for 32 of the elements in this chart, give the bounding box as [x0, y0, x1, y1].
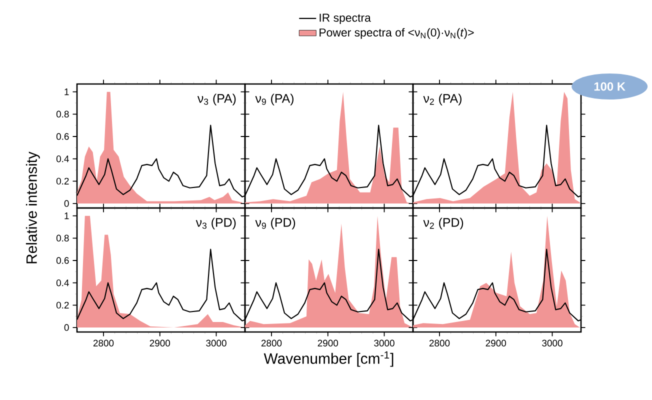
annotation: ν$_{3}$ (PA)	[197, 94, 236, 106]
annotation: ν$_{9}$ (PD)	[255, 218, 296, 230]
annotation: ν$_{9}$ (PA)	[255, 94, 294, 106]
y-tick-label: 0	[64, 324, 69, 331]
annotation: ν$_{3}$ (PD)	[196, 218, 236, 230]
y-tick-label: 0.4	[56, 155, 69, 162]
x-tick-label: 2900	[486, 340, 506, 346]
y-tick-label: 1	[64, 212, 69, 220]
x-tick-label: 2800	[429, 340, 450, 346]
legend-label: Power spectra of <ν$_{N}$(0)·ν$_{N}$(t)>	[320, 28, 474, 39]
y-tick-label: 0	[64, 200, 69, 207]
text: 100 K	[594, 82, 626, 91]
x-axis-title: Wavenumber [cm$^{-1}$]	[264, 351, 394, 367]
y-tick-label: 0.2	[56, 178, 69, 185]
y-tick-label: 0.6	[56, 133, 69, 140]
legend-label: IR spectra	[320, 14, 371, 24]
annotation: ν$_{2}$ (PA)	[423, 94, 462, 106]
x-tick-label: 2800	[93, 340, 114, 346]
annotation: ν$_{2}$ (PD)	[423, 218, 464, 230]
y-tick-label: 0.8	[56, 110, 69, 118]
x-tick-label: 2800	[261, 340, 282, 346]
x-tick-label: 2900	[318, 340, 338, 346]
x-tick-label: 3000	[542, 340, 562, 346]
x-tick-label: 2900	[150, 340, 170, 346]
y-tick-label: 0.4	[56, 279, 69, 286]
x-tick-label: 3000	[374, 340, 394, 346]
y-tick-label: 1	[64, 88, 69, 96]
y-tick-label: 0.6	[56, 257, 69, 264]
x-tick-label: 3000	[206, 340, 226, 346]
y-tick-label: 0.8	[56, 234, 69, 242]
y-tick-label: 0.2	[56, 302, 69, 309]
y-axis-title: Relative intensity	[26, 152, 40, 264]
